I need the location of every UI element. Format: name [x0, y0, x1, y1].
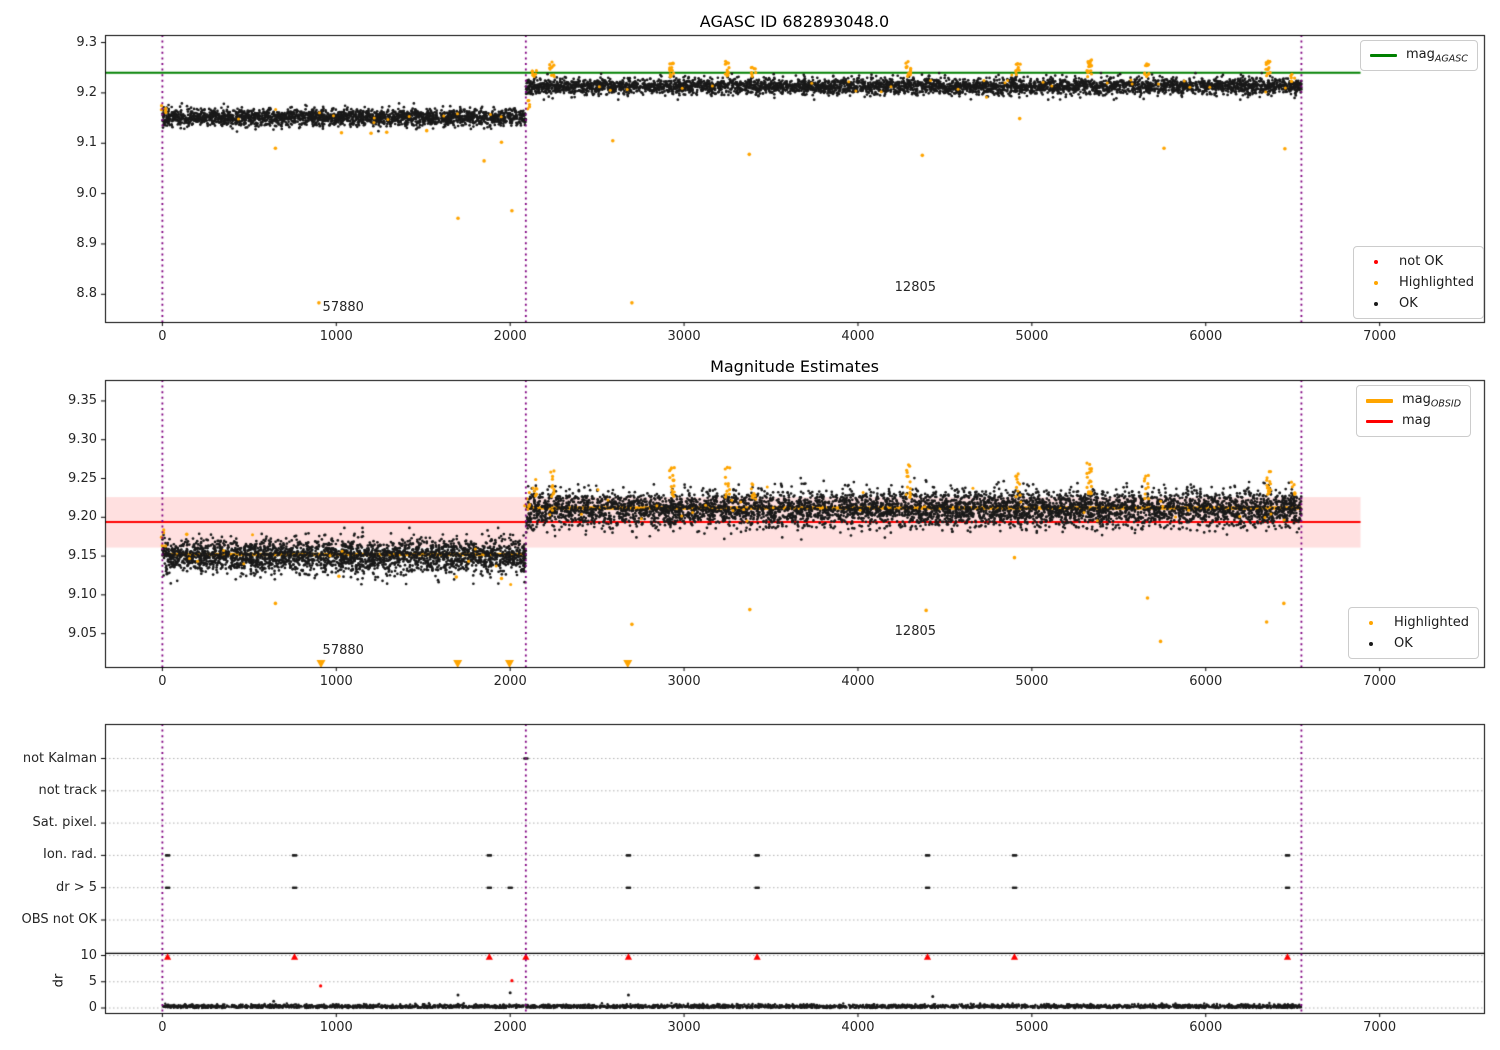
ax1-ytick-label: 9.3: [76, 34, 97, 50]
legend-label: magOBSID: [1402, 391, 1462, 410]
ax1-xtick-label: 4000: [841, 329, 875, 344]
ax2-ytick-label: 9.35: [68, 392, 97, 408]
legend-label: mag: [1402, 412, 1431, 428]
legend-entry-mag: mag: [1364, 411, 1461, 432]
chart1-title: AGASC ID 682893048.0: [699, 12, 890, 31]
legend-mag-obsid: magOBSID mag: [1356, 385, 1472, 437]
ax1-xtick-label: 5000: [1015, 329, 1049, 344]
legend-entry-mag-obsid: magOBSID: [1364, 390, 1461, 411]
legend-label: not OK: [1399, 254, 1444, 269]
ax1-xtick-label: 7000: [1363, 329, 1397, 344]
legend-markers-top: not OK Highlighted OK: [1353, 246, 1484, 319]
ax3-flag-label: Ion. rad.: [43, 847, 97, 863]
orange-dot-sample-icon: [1361, 280, 1391, 285]
ax2-ytick-label: 9.30: [68, 431, 97, 447]
ax1-ytick-label: 9.2: [76, 84, 97, 100]
ax2-xtick-label: 7000: [1363, 674, 1397, 689]
red-line-sample-icon: [1364, 420, 1394, 423]
legend-entry-highlighted: Highlighted: [1356, 612, 1469, 633]
ax2-xtick-label: 5000: [1015, 674, 1049, 689]
orange-dot-sample-icon: [1356, 620, 1386, 625]
ax3-flag-label: dr > 5: [55, 879, 97, 895]
ax1-xtick-label: 0: [158, 329, 167, 344]
orange-line-sample-icon: [1364, 398, 1394, 403]
black-dot-sample-icon: [1361, 301, 1391, 306]
ax3-dr-tick-label: 5: [88, 973, 97, 989]
legend-entry-ok: OK: [1356, 633, 1469, 654]
ax2-ytick-label: 9.20: [68, 509, 97, 525]
annotation-57880-top: 57880: [322, 299, 364, 315]
ax2-xtick-label: 3000: [667, 674, 701, 689]
ax3-xtick-label: 7000: [1363, 1020, 1397, 1035]
ax2-ytick-label: 9.15: [68, 548, 97, 564]
ax3-xtick-label: 3000: [667, 1020, 701, 1035]
ax3-flag-label: not Kalman: [22, 750, 97, 766]
annotation-57880-middle: 57880: [322, 642, 364, 658]
ax1-ytick-label: 9.1: [76, 135, 97, 151]
annotation-12805-top: 12805: [894, 279, 937, 295]
ax3-flag-label: OBS not OK: [21, 912, 98, 927]
ax1-xtick-label: 6000: [1189, 329, 1223, 344]
ax2-ytick-label: 9.05: [68, 625, 97, 641]
ax1-ytick-label: 9.0: [76, 185, 97, 201]
legend-entry-highlighted: Highlighted: [1361, 272, 1474, 293]
ax3-xtick-label: 4000: [841, 1020, 875, 1035]
green-line-sample-icon: [1368, 54, 1398, 57]
annotation-12805-middle: 12805: [894, 624, 937, 640]
ax1-xtick-label: 3000: [667, 329, 701, 344]
ax3-xtick-label: 2000: [493, 1020, 527, 1035]
ax1-ytick-label: 8.9: [76, 235, 97, 251]
ax3-dr-tick-label: 0: [88, 1000, 97, 1015]
ax3-xtick-label: 5000: [1015, 1020, 1049, 1035]
ax1-xtick-label: 2000: [493, 329, 527, 344]
red-dot-sample-icon: [1361, 259, 1391, 264]
legend-entry-not-ok: not OK: [1361, 251, 1474, 272]
ax3-xtick-label: 1000: [319, 1020, 353, 1035]
ax2-xtick-label: 0: [158, 674, 167, 689]
ax3-xtick-label: 0: [158, 1020, 167, 1035]
legend-label: Highlighted: [1399, 275, 1474, 290]
ax2-xtick-label: 6000: [1189, 674, 1223, 689]
ax2-xtick-label: 2000: [493, 674, 527, 689]
ax2-ytick-label: 9.25: [68, 470, 97, 486]
ax3-dr-tick-label: 10: [80, 947, 97, 963]
legend-label: magAGASC: [1406, 46, 1468, 65]
ax2-ytick-label: 9.10: [68, 586, 97, 602]
ax1-xtick-label: 1000: [319, 329, 353, 344]
legend-label: Highlighted: [1394, 615, 1469, 630]
legend-label: OK: [1399, 296, 1418, 311]
ax1-ytick-label: 8.8: [76, 286, 97, 302]
legend-entry-ok: OK: [1361, 293, 1474, 314]
legend-markers-middle: Highlighted OK: [1348, 607, 1479, 659]
ax3-flag-label: Sat. pixel.: [32, 815, 97, 831]
ax3-flag-label: not track: [38, 782, 97, 798]
legend-label: OK: [1394, 636, 1413, 651]
legend-mag-agasc: magAGASC: [1360, 40, 1478, 71]
legend-entry-mag-agasc: magAGASC: [1368, 45, 1468, 66]
ax2-xtick-label: 1000: [319, 674, 353, 689]
black-dot-sample-icon: [1356, 641, 1386, 646]
chart2-title: Magnitude Estimates: [710, 357, 879, 376]
ax2-xtick-label: 4000: [841, 674, 875, 689]
ax3-xtick-label: 6000: [1189, 1020, 1223, 1035]
